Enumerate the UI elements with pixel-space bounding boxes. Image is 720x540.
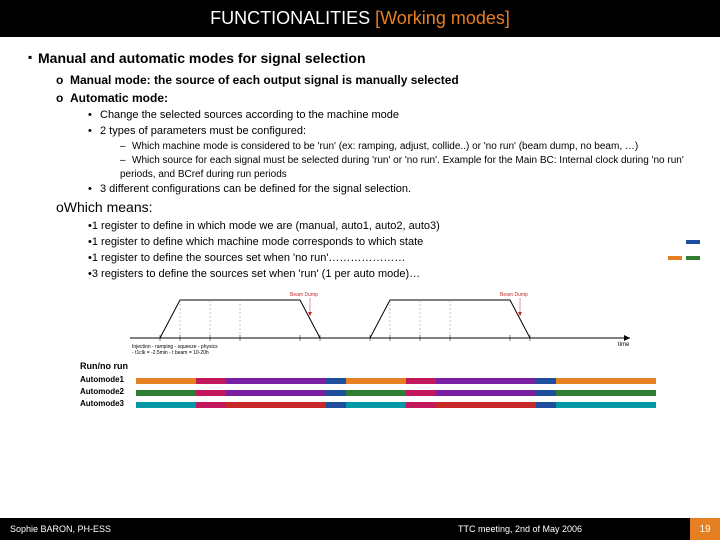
reg-2: •1 register to define which machine mode… [88,235,700,250]
item-manual: oManual mode: the source of each output … [56,72,700,88]
swatch-orange [668,256,682,260]
footer-author: Sophie BARON, PH-ESS [0,524,350,534]
bar-segment [346,390,406,396]
swatch-blue [686,240,700,244]
auto-text: Automatic mode: [70,91,168,105]
run-no-run-label: Run/no run [80,360,700,372]
bar-segment [436,390,536,396]
bar-segment [536,378,556,384]
heading-main: ▪Manual and automatic modes for signal s… [28,49,700,68]
timing-diagram: Beam Dump Beam Dump time Injection - ram… [120,288,640,358]
bar-segment [226,390,326,396]
bar-segment [136,402,196,408]
bar-segment [406,402,436,408]
bar-segment [556,402,656,408]
bar-segment [226,402,326,408]
bar-segment [536,402,556,408]
reg-4: •3 registers to define the sources set w… [88,267,700,282]
bar-segment [326,390,346,396]
reg-3: •1 register to define the sources set wh… [88,251,700,266]
auto-b2: •2 types of parameters must be configure… [88,124,700,139]
beamdump2-label: Beam Dump [500,292,528,298]
bar-segment [196,390,226,396]
page-number: 19 [690,518,720,540]
automode-bar [136,402,656,408]
footer: Sophie BARON, PH-ESS TTC meeting, 2nd of… [0,518,720,540]
auto-b2-s1: –Which machine mode is considered to be … [120,140,700,154]
bar-segment [226,378,326,384]
bar-segment [136,390,196,396]
title-white: FUNCTIONALITIES [210,8,375,28]
auto-b1: •Change the selected sources according t… [88,108,700,123]
footer-meeting: TTC meeting, 2nd of May 2006 [350,524,690,534]
svg-text:- t1clk = -2.5min - t beam =: - t1clk = -2.5min - t beam = 10-20h [132,350,209,356]
auto-b3: •3 different configurations can be defin… [88,182,700,197]
automode-bar [136,378,656,384]
bar-segment [406,390,436,396]
bar-segment [346,402,406,408]
bar-segment [436,402,536,408]
automode-bars: Automode1Automode2Automode3 [80,376,700,410]
automode-row: Automode3 [80,400,700,410]
which-means: oWhich means: [56,198,700,217]
bar-segment [436,378,536,384]
content: ▪Manual and automatic modes for signal s… [0,37,720,410]
bar-segment [326,378,346,384]
bar-segment [556,378,656,384]
bar-segment [196,378,226,384]
bar-segment [346,378,406,384]
bar-segment [536,390,556,396]
item-auto: oAutomatic mode: [56,90,700,106]
title-bar: FUNCTIONALITIES [Working modes] [0,0,720,37]
auto-b2-s2: –Which source for each signal must be se… [120,154,700,181]
automode-label: Automode2 [80,387,136,398]
bar-segment [406,378,436,384]
title-orange: [Working modes] [375,8,510,28]
reg-1: •1 register to define in which mode we a… [88,219,700,234]
bar-segment [556,390,656,396]
automode-row: Automode1 [80,376,700,386]
time-label: time [618,342,630,348]
bar-segment [196,402,226,408]
manual-text: Manual mode: the source of each output s… [70,73,459,87]
automode-row: Automode2 [80,388,700,398]
automode-label: Automode3 [80,399,136,410]
bar-segment [326,402,346,408]
automode-bar [136,390,656,396]
bar-segment [136,378,196,384]
swatch-green [686,256,700,260]
automode-label: Automode1 [80,375,136,386]
beamdump1-label: Beam Dump [290,292,318,298]
heading-text: Manual and automatic modes for signal se… [38,50,366,66]
